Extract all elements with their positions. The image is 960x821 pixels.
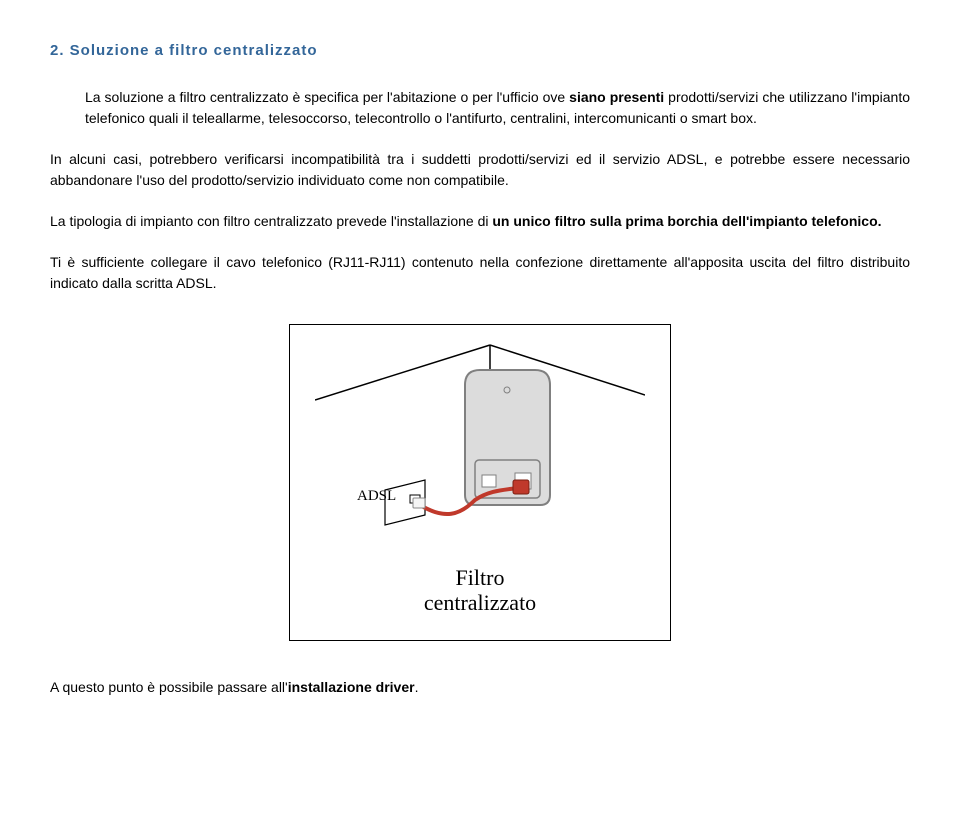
paragraph-2: In alcuni casi, potrebbero verificarsi i… bbox=[50, 149, 910, 191]
paragraph-3: La tipologia di impianto con filtro cent… bbox=[50, 211, 910, 232]
paragraph-4: Ti è sufficiente collegare il cavo telef… bbox=[50, 252, 910, 294]
svg-text:Filtro: Filtro bbox=[456, 565, 505, 590]
p5-bold-1: installazione driver bbox=[288, 679, 415, 695]
svg-text:ADSL: ADSL bbox=[357, 488, 396, 504]
paragraph-1: La soluzione a filtro centralizzato è sp… bbox=[85, 87, 910, 129]
p5-text-2: . bbox=[415, 679, 419, 695]
figure-container: ADSL Filtrocentralizzato bbox=[50, 324, 910, 647]
p1-text-1: La soluzione a filtro centralizzato è sp… bbox=[85, 89, 569, 105]
p1-bold-1: siano presenti bbox=[569, 89, 664, 105]
p5-text-1: A questo punto è possibile passare all' bbox=[50, 679, 288, 695]
figure-box: ADSL Filtrocentralizzato bbox=[289, 324, 671, 641]
paragraph-5: A questo punto è possibile passare all'i… bbox=[50, 677, 910, 698]
section-heading: 2. Soluzione a filtro centralizzato bbox=[50, 40, 910, 63]
filter-diagram: ADSL Filtrocentralizzato bbox=[315, 340, 645, 630]
p3-bold-1: un unico filtro sulla prima borchia dell… bbox=[492, 213, 881, 229]
svg-text:centralizzato: centralizzato bbox=[424, 590, 536, 615]
p3-text-1: La tipologia di impianto con filtro cent… bbox=[50, 213, 492, 229]
